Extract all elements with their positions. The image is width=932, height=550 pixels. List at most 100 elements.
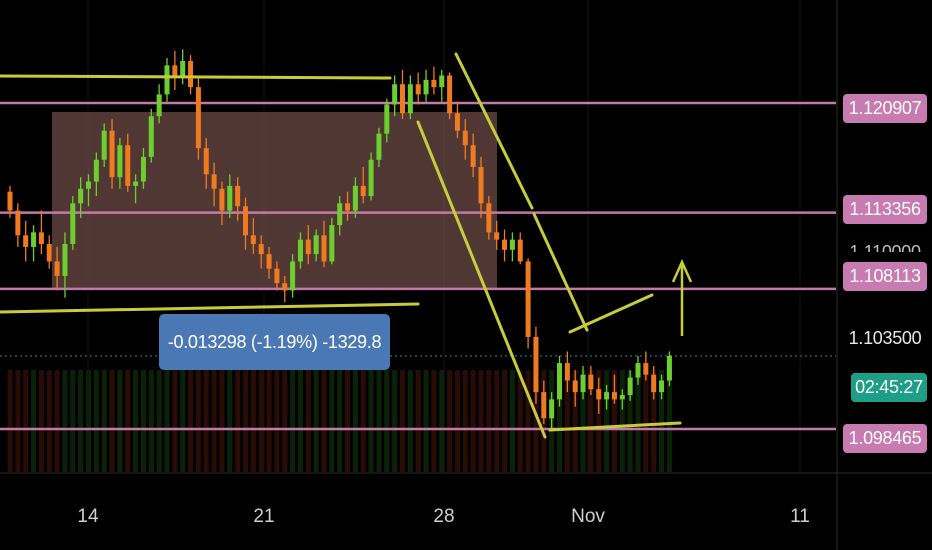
candle-body-82 bbox=[651, 374, 657, 393]
candle-body-17 bbox=[140, 156, 146, 182]
candle-body-42 bbox=[337, 203, 343, 226]
volume-bar-74 bbox=[588, 370, 594, 472]
candle-body-7 bbox=[62, 243, 68, 276]
candle-body-23 bbox=[188, 60, 194, 88]
date-tick-21: 21 bbox=[253, 506, 275, 527]
candle-body-33 bbox=[266, 254, 272, 269]
candle-body-35 bbox=[282, 283, 288, 291]
volume-bar-0 bbox=[7, 370, 13, 472]
candle-body-58 bbox=[462, 130, 468, 146]
candle-body-65 bbox=[517, 239, 523, 262]
candle-body-11 bbox=[93, 159, 99, 182]
volume-bar-79 bbox=[627, 370, 633, 472]
volume-bar-34 bbox=[274, 370, 280, 472]
volume-bar-49 bbox=[392, 370, 398, 472]
trendline-1 bbox=[0, 74, 392, 80]
trendline-2 bbox=[0, 302, 420, 314]
candle-body-16 bbox=[133, 181, 139, 186]
candle-body-75 bbox=[596, 389, 602, 400]
volume-bar-15 bbox=[125, 370, 131, 472]
volume-bar-47 bbox=[376, 370, 382, 472]
volume-bar-32 bbox=[258, 370, 264, 472]
volume-bar-40 bbox=[321, 370, 327, 472]
candle-body-57 bbox=[454, 113, 460, 131]
volume-bar-28 bbox=[227, 370, 233, 472]
candle-body-66 bbox=[525, 261, 531, 337]
volume-bar-16 bbox=[133, 370, 139, 472]
candle-body-25 bbox=[203, 148, 209, 175]
volume-bar-6 bbox=[54, 370, 60, 472]
candle-body-74 bbox=[588, 374, 594, 390]
candle-body-67 bbox=[533, 336, 539, 393]
volume-bar-48 bbox=[384, 370, 390, 472]
candle-body-68 bbox=[541, 392, 547, 419]
candle-body-80 bbox=[635, 363, 641, 378]
volume-bar-77 bbox=[611, 370, 617, 472]
volume-bar-76 bbox=[604, 370, 610, 472]
candle-body-41 bbox=[329, 225, 335, 262]
volume-bar-53 bbox=[423, 370, 429, 472]
volume-bar-46 bbox=[368, 370, 374, 472]
volume-bar-39 bbox=[313, 370, 319, 472]
volume-bar-70 bbox=[557, 370, 562, 472]
candle-body-27 bbox=[219, 188, 225, 211]
volume-bar-12 bbox=[101, 370, 107, 472]
countdown-label: 02:45:27 bbox=[851, 373, 927, 402]
volume-bar-5 bbox=[46, 370, 52, 472]
volume-bar-73 bbox=[580, 370, 586, 472]
candle-body-79 bbox=[627, 377, 633, 396]
candle-body-37 bbox=[297, 239, 303, 262]
candle-body-19 bbox=[156, 94, 162, 117]
candle-body-48 bbox=[384, 104, 390, 134]
volume-bar-11 bbox=[93, 370, 99, 472]
candle-body-1 bbox=[15, 210, 21, 236]
candle-body-52 bbox=[415, 84, 421, 95]
volume-bar-64 bbox=[509, 370, 515, 472]
volume-bar-26 bbox=[211, 370, 217, 472]
volume-bar-55 bbox=[439, 370, 445, 472]
current-price-label: 1.103500 bbox=[848, 328, 922, 348]
volume-bar-75 bbox=[596, 370, 602, 472]
trendline-3 bbox=[454, 52, 534, 210]
volume-bar-81 bbox=[643, 370, 649, 472]
candle-body-18 bbox=[148, 116, 154, 157]
candle-body-8 bbox=[70, 203, 76, 244]
measure-tooltip: -0.013298 (-1.19%) -1329.8 bbox=[159, 314, 390, 370]
candle-body-70 bbox=[557, 363, 562, 400]
level-label-3: 1.108113 bbox=[843, 262, 927, 291]
candle-body-46 bbox=[368, 159, 374, 197]
volume-bar-60 bbox=[478, 370, 484, 472]
volume-bar-42 bbox=[337, 370, 343, 472]
candle-body-73 bbox=[580, 374, 586, 393]
candle-body-54 bbox=[431, 79, 437, 88]
candle-body-21 bbox=[172, 65, 178, 76]
volume-bar-9 bbox=[78, 370, 84, 472]
trendline-4 bbox=[416, 120, 547, 439]
candle-body-72 bbox=[572, 380, 578, 393]
volume-bar-62 bbox=[494, 370, 500, 472]
candle-body-40 bbox=[321, 235, 327, 262]
volume-bar-22 bbox=[180, 370, 186, 472]
volume-bar-45 bbox=[360, 370, 366, 472]
candle-body-50 bbox=[400, 84, 405, 114]
volume-bar-17 bbox=[140, 370, 146, 472]
volume-bar-72 bbox=[572, 370, 578, 472]
candle-body-61 bbox=[486, 203, 492, 233]
candle-body-28 bbox=[227, 185, 233, 211]
volume-bar-19 bbox=[156, 370, 162, 472]
volume-bar-83 bbox=[659, 370, 665, 472]
candle-body-69 bbox=[549, 399, 555, 419]
volume-bar-43 bbox=[345, 370, 351, 472]
candle-body-9 bbox=[78, 188, 84, 204]
candle-body-22 bbox=[180, 60, 186, 76]
volume-bar-2 bbox=[23, 370, 29, 472]
volume-bar-20 bbox=[164, 370, 170, 472]
candle-body-76 bbox=[604, 392, 610, 400]
volume-bar-13 bbox=[109, 370, 115, 472]
price-label-partial: 1.110000 bbox=[849, 242, 921, 252]
candle-body-32 bbox=[258, 243, 264, 255]
candle-body-64 bbox=[509, 239, 515, 250]
volume-bar-59 bbox=[470, 370, 476, 472]
